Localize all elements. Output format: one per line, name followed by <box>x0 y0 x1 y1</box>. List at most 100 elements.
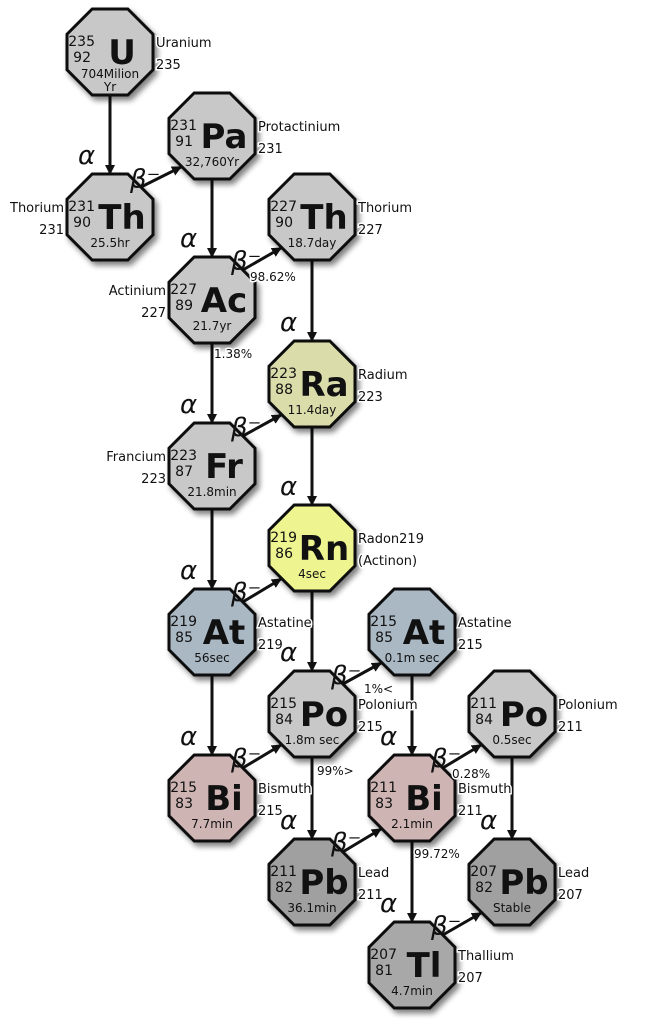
atomic-number: 87 <box>175 464 193 480</box>
nuclide-mass-label: 211 <box>458 804 483 819</box>
nuclide-mass-label: 207 <box>558 888 583 903</box>
element-symbol: U <box>108 33 136 73</box>
nuclide-octagon <box>167 753 257 843</box>
nuclide-name: Lead <box>358 866 389 881</box>
half-life: 4sec <box>298 567 326 581</box>
nuclide-name: Thorium <box>9 201 64 216</box>
element-symbol: Po <box>500 695 548 735</box>
beta-decay-arrow <box>340 661 382 687</box>
nuclide-mass-label: 215 <box>458 638 483 653</box>
half-life: 0.5sec <box>492 733 531 747</box>
beta-label: β⁻ <box>330 828 361 858</box>
element-symbol: Pb <box>299 863 348 903</box>
atomic-number: 85 <box>175 630 193 646</box>
element-symbol: Bi <box>405 779 443 819</box>
atomic-number: 82 <box>475 880 493 896</box>
half-life: 7.7min <box>191 817 233 831</box>
nuclide-octagon <box>167 255 257 345</box>
atomic-number: 92 <box>73 50 91 66</box>
element-symbol: Tl <box>407 946 442 986</box>
element-symbol: At <box>403 613 446 653</box>
nuclide-octagon <box>367 753 457 843</box>
beta-decay-arrow <box>440 743 482 771</box>
branch-ratio: 98.62% <box>250 270 296 284</box>
nuclide-octagon <box>167 91 257 181</box>
element-symbol: Fr <box>205 447 243 487</box>
beta-label: β⁻ <box>230 247 261 277</box>
half-life: Stable <box>493 901 531 915</box>
half-life: 4.7min <box>391 984 433 998</box>
nuclide-name: Polonium <box>358 698 418 713</box>
element-symbol: Th <box>98 198 145 238</box>
nuclide-name: Uranium <box>156 36 212 51</box>
nuclide-octagon <box>367 587 457 677</box>
nuclide-octagon <box>267 339 357 429</box>
mass-number: 211 <box>470 696 497 712</box>
mass-number: 223 <box>170 448 197 464</box>
nuclide-octagon <box>467 837 557 927</box>
atomic-number: 84 <box>475 712 493 728</box>
beta-label: β⁻ <box>129 165 160 195</box>
alpha-label: α <box>180 556 197 586</box>
nuclide-name: Bismuth <box>258 782 312 797</box>
mass-number: 223 <box>270 366 297 382</box>
beta-decay-arrow <box>240 743 282 771</box>
atomic-number: 88 <box>275 382 293 398</box>
nuclide-mass-label: 219 <box>258 638 283 653</box>
nuclide-name: Astatine <box>458 616 512 631</box>
half-life: 0.1m sec <box>385 651 440 665</box>
element-symbol: Ac <box>201 281 247 321</box>
beta-label: β⁻ <box>330 661 361 691</box>
half-life: 25.5hr <box>90 236 129 250</box>
nuclide-octagon <box>167 421 257 511</box>
half-life: 56sec <box>194 651 230 665</box>
half-life: 32,760Yr <box>185 155 239 169</box>
branch-ratio: 0.28% <box>452 767 490 781</box>
atomic-number: 86 <box>275 546 293 562</box>
alpha-label: α <box>380 722 397 752</box>
alpha-label: α <box>380 889 397 919</box>
element-symbol: Ra <box>299 365 348 405</box>
nuclide-name: Radon219 <box>358 532 424 547</box>
nuclide-octagon <box>267 172 357 262</box>
nuclide-name: Radium <box>358 368 407 383</box>
element-symbol: Bi <box>205 779 243 819</box>
mass-number: 219 <box>270 530 297 546</box>
nuclide-octagon <box>367 920 457 1010</box>
mass-number: 219 <box>170 614 197 630</box>
element-symbol: At <box>203 613 246 653</box>
branch-ratio: 99%> <box>317 764 354 778</box>
alpha-label: α <box>280 472 297 502</box>
nuclide-name: Lead <box>558 866 589 881</box>
nuclide-mass-label: 227 <box>141 306 166 321</box>
mass-number: 207 <box>470 864 497 880</box>
beta-decay-arrow <box>240 577 282 605</box>
mass-number: 215 <box>370 614 397 630</box>
nuclide-mass-label: 231 <box>258 142 283 157</box>
nuclide-name: Astatine <box>258 616 312 631</box>
mass-number: 227 <box>170 282 197 298</box>
beta-decay-arrow <box>240 413 282 439</box>
half-life-unit: Yr <box>103 80 116 94</box>
nuclide-octagon <box>267 837 357 927</box>
beta-decay-arrow <box>340 827 382 855</box>
nuclide-mass-label: (Actinon) <box>358 554 417 569</box>
atomic-number: 90 <box>73 215 91 231</box>
beta-label: β⁻ <box>430 912 461 942</box>
nuclide-mass-label: 207 <box>458 971 483 986</box>
element-symbol: Pa <box>201 117 248 157</box>
alpha-label: α <box>180 390 197 420</box>
nuclide-name: Protactinium <box>258 120 340 135</box>
atomic-number: 81 <box>375 963 393 979</box>
beta-label: β⁻ <box>230 578 261 608</box>
